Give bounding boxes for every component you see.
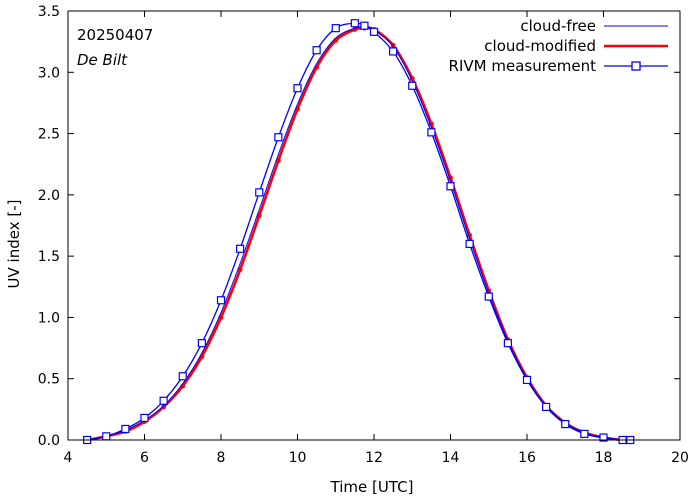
legend-label-rivm-measurement: RIVM measurement	[449, 57, 597, 75]
data-point	[389, 47, 398, 56]
legend: cloud-free cloud-modified RIVM measureme…	[449, 17, 668, 75]
y-axis-title: UV index [-]	[5, 200, 23, 289]
date-annotation: 20250407	[77, 26, 153, 44]
data-point	[121, 424, 130, 434]
series-line	[87, 26, 631, 441]
data-point	[408, 81, 417, 90]
data-point	[159, 396, 168, 405]
plot-frame	[67, 10, 681, 441]
x-tick-label: 6	[140, 450, 149, 466]
series-line	[87, 22, 631, 441]
legend-swatch-rivm-marker	[631, 61, 641, 71]
data-point	[237, 267, 243, 273]
x-tick-label: 16	[518, 450, 536, 466]
data-point	[293, 84, 302, 93]
data-point	[161, 404, 167, 410]
axis-ticks: 4 6 8 10 12 14 16 18 20 0.0 0.5 1.0 1.5 2.0 2.5 3.0 3.5	[38, 4, 689, 466]
y-tick-label: 3.5	[38, 4, 60, 20]
x-tick-label: 4	[64, 450, 73, 466]
data-point	[369, 27, 379, 36]
y-tick-label: 1.5	[38, 249, 60, 265]
series-group	[83, 19, 635, 445]
data-point	[102, 432, 111, 441]
data-point	[275, 158, 281, 163]
location-annotation: De Bilt	[77, 51, 128, 69]
data-point	[197, 339, 206, 348]
data-point	[312, 46, 321, 55]
data-point	[331, 24, 340, 33]
data-point	[216, 296, 226, 305]
x-tick-label: 10	[289, 450, 307, 466]
x-axis-title: Time [UTC]	[330, 478, 414, 496]
series-cloud-modified	[84, 25, 633, 443]
data-point	[542, 402, 551, 412]
data-point	[360, 21, 369, 30]
data-point	[333, 38, 339, 43]
data-point	[390, 42, 396, 48]
y-tick-label: 2.5	[38, 127, 60, 143]
series-cloud-free	[87, 26, 631, 441]
series-rivm-measurement	[83, 19, 635, 445]
y-tick-label: 1.0	[38, 310, 60, 326]
data-point	[446, 182, 455, 191]
x-tick-label: 8	[217, 450, 226, 466]
x-tick-label: 12	[365, 450, 383, 466]
data-point	[561, 419, 570, 429]
y-tick-label: 2.0	[38, 188, 60, 204]
data-point	[178, 372, 187, 381]
data-point	[503, 339, 512, 348]
data-point	[427, 128, 436, 137]
data-point	[140, 413, 149, 423]
data-point	[274, 133, 283, 142]
y-tick-label: 0.0	[38, 433, 60, 449]
data-point	[236, 244, 245, 253]
data-point	[484, 292, 493, 301]
legend-label-cloud-free: cloud-free	[520, 17, 596, 35]
data-point	[465, 239, 474, 248]
data-point	[522, 375, 532, 385]
legend-label-cloud-modified: cloud-modified	[484, 37, 596, 55]
y-tick-label: 0.5	[38, 372, 60, 388]
y-tick-label: 3.0	[38, 65, 60, 81]
x-tick-label: 20	[671, 450, 689, 466]
series-line	[86, 26, 631, 442]
x-tick-label: 14	[442, 450, 460, 466]
data-point	[350, 19, 359, 28]
data-point	[255, 188, 264, 197]
data-point	[599, 433, 608, 442]
data-point	[580, 429, 589, 438]
x-tick-label: 18	[595, 450, 613, 466]
